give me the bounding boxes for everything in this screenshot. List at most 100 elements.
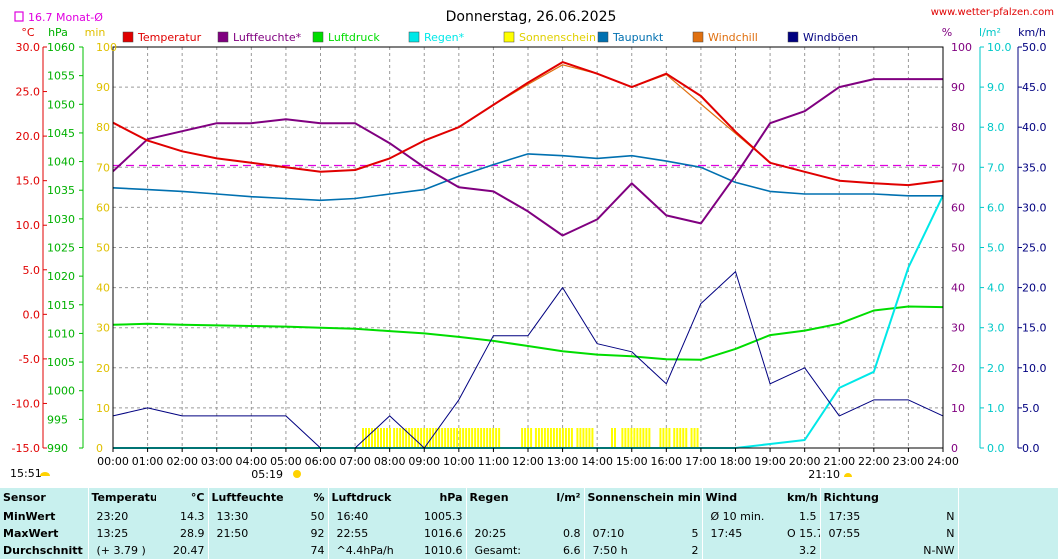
time-tick-label: 00:00	[97, 455, 129, 468]
temp-tick-label: -10.0	[12, 397, 40, 410]
sunshine-bar	[534, 428, 537, 448]
minutes-tick-label: 40	[96, 282, 110, 295]
sunset-icon	[844, 473, 852, 477]
sunshine-bar	[374, 428, 376, 448]
minutes-tick-label: 100	[96, 41, 117, 54]
dewpoint-line	[112, 153, 943, 202]
sunshine-bar	[546, 428, 549, 448]
legend-swatch	[787, 31, 799, 43]
stats-header-cell: Wind	[701, 488, 785, 508]
time-tick-label: 22:00	[858, 455, 890, 468]
legend-swatch	[122, 31, 134, 43]
wind-tick-label: 35.0	[1022, 161, 1047, 174]
pct-tick-label: 10	[951, 402, 965, 415]
site-link[interactable]: www.wetter-pfalzen.com	[931, 7, 1054, 18]
sunshine-bar	[662, 428, 665, 448]
pct-tick-label: 90	[951, 81, 965, 94]
pressure-tick-label: 1045	[47, 127, 75, 140]
minutes-tick-label: 90	[96, 81, 110, 94]
stats-header-cell: Luftdruck	[327, 488, 410, 508]
sunshine-bar	[645, 428, 648, 448]
stats-cell: 1005.3	[424, 510, 463, 523]
temp-tick-label: 10.0	[16, 219, 41, 232]
stats-cell: 14.3	[180, 510, 205, 523]
legend-label: Regen*	[424, 31, 465, 44]
sunshine-bar	[611, 428, 613, 448]
stats-cell: Gesamt:	[465, 542, 546, 559]
temp-tick-label: 30.0	[16, 41, 41, 54]
stats-cell: O 15.7	[787, 527, 821, 540]
stats-cell: 50	[310, 510, 325, 523]
pct-tick-label: 20	[951, 362, 965, 375]
wind-tick-label: 5.0	[1022, 402, 1040, 415]
legend: Temperatur Luftfeuchte* Luftdruck Regen* Son…	[122, 31, 858, 44]
minutes-tick-label: 30	[96, 322, 110, 335]
sun-icon	[40, 472, 50, 476]
time-tick-label: 23:00	[893, 455, 925, 468]
sunshine-bar	[495, 428, 498, 448]
sunshine-bar	[405, 428, 408, 448]
stats-cell: 23:20	[87, 508, 156, 525]
minutes-tick-label: 80	[96, 121, 110, 134]
sunshine-bar	[521, 428, 524, 448]
sunshine-bar	[693, 428, 696, 448]
rain-tick-label: 6.0	[987, 201, 1005, 214]
time-tick-label: 02:00	[166, 455, 198, 468]
legend-swatch	[312, 31, 324, 43]
time-tick-label: 14:00	[581, 455, 613, 468]
grid	[113, 47, 943, 448]
stats-header-cell: Regen	[465, 488, 546, 508]
sunshine-bar	[441, 428, 444, 448]
sunshine-bar	[429, 428, 432, 448]
pct-tick-label: 30	[951, 322, 965, 335]
sunshine-bar	[552, 428, 555, 448]
sunshine-bar	[368, 428, 370, 448]
time-tick-label: 24:00	[927, 455, 959, 468]
sunshine-bar	[588, 428, 591, 448]
temp-tick-label: -15.0	[12, 442, 40, 455]
temp-tick-label: 15.0	[16, 175, 41, 188]
sunshine-bar	[582, 428, 585, 448]
time-tick-label: 05:00	[270, 455, 302, 468]
time-tick-label: 01:00	[132, 455, 164, 468]
sunshine-bar	[447, 428, 450, 448]
sunshine-bar	[659, 428, 662, 448]
pressure-tick-label: 1005	[47, 356, 75, 369]
stats-cell: 17:35	[819, 508, 901, 525]
legend-label: Luftdruck	[328, 31, 380, 44]
rain-tick-label: 7.0	[987, 161, 1005, 174]
wind-tick-label: 40.0	[1022, 121, 1047, 134]
gusts-line	[112, 271, 944, 449]
stats-cell: 1010.6	[424, 544, 463, 557]
stats-cell	[819, 542, 901, 559]
legend-swatch	[692, 31, 704, 43]
time-tick-label: 18:00	[720, 455, 752, 468]
minutes-unit: min	[85, 26, 106, 39]
sunshine-bar	[555, 428, 558, 448]
rain-tick-label: 2.0	[987, 362, 1005, 375]
stats-cell: MaxWert	[3, 527, 59, 540]
stats-empty-cell	[957, 525, 1058, 542]
stats-panel: Sensor Temperatur °C Luftfeuchte % Luftd…	[0, 488, 1058, 559]
sunshine-bar	[492, 428, 495, 448]
sunshine-bar	[456, 428, 459, 448]
sunshine-bar	[636, 428, 639, 448]
sunshine-bar	[642, 428, 645, 448]
stats-cell: 3.2	[799, 544, 817, 557]
rain-tick-label: 9.0	[987, 81, 1005, 94]
wind-tick-label: 0.0	[1022, 442, 1040, 455]
stats-cell: N	[946, 510, 955, 523]
stats-cell: 6.6	[563, 544, 581, 557]
time-tick-label: 13:00	[547, 455, 579, 468]
legend-label: Taupunkt	[612, 31, 664, 44]
legend-swatch	[503, 31, 515, 43]
stats-cell: 16:40	[327, 508, 410, 525]
sunshine-bar	[411, 428, 414, 448]
time-tick-label: 11:00	[478, 455, 510, 468]
minutes-tick-label: 60	[96, 201, 110, 214]
sunrise-time: 05:19	[251, 468, 283, 481]
rain-tick-label: 4.0	[987, 282, 1005, 295]
stats-cell: (+ 3.79 )	[87, 542, 156, 559]
time-tick-label: 19:00	[754, 455, 786, 468]
stats-cell: 20:25	[465, 525, 546, 542]
